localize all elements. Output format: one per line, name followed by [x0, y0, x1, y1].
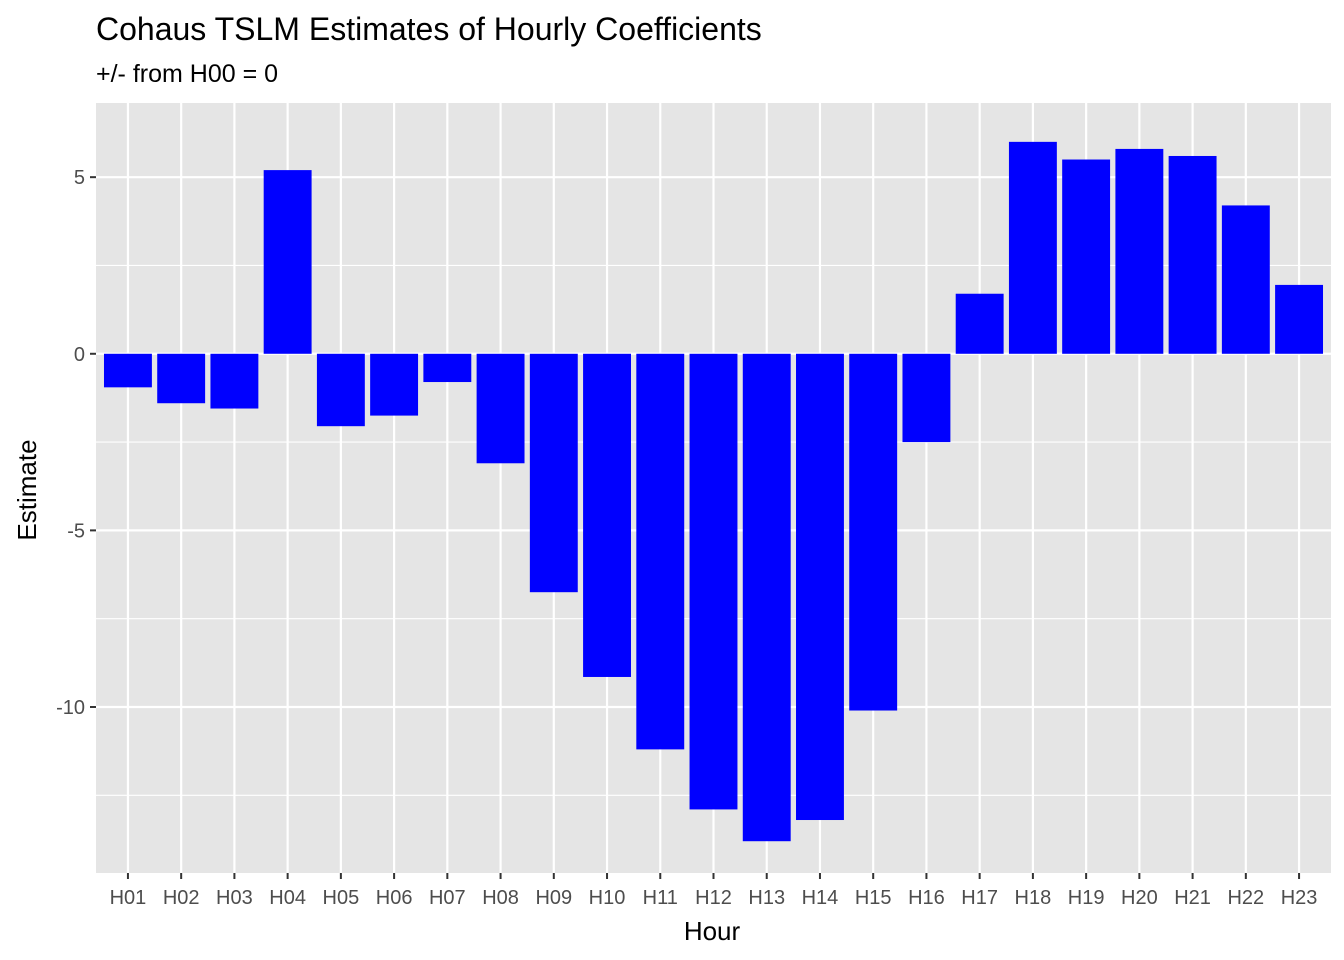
y-axis-title: Estimate: [12, 439, 42, 540]
x-tick-label: H19: [1068, 887, 1105, 909]
y-tick-label: -5: [67, 520, 85, 542]
x-tick-label: H21: [1174, 887, 1211, 909]
bar-h05: [316, 353, 365, 427]
bar-h20: [1115, 148, 1164, 354]
chart-title: Cohaus TSLM Estimates of Hourly Coeffici…: [96, 11, 762, 47]
bar-h22: [1221, 205, 1270, 354]
x-tick-label: H17: [961, 887, 998, 909]
y-axis: 5 0 -5 -10: [56, 167, 96, 719]
x-tick-label: H14: [802, 887, 839, 909]
y-tick-label: 0: [74, 344, 85, 366]
bar-h19: [1062, 159, 1111, 354]
x-tick-label: H22: [1227, 887, 1264, 909]
x-tick-label: H11: [643, 887, 678, 909]
x-tick-label: H04: [269, 887, 306, 909]
bar-h07: [423, 353, 472, 383]
bar-h04: [263, 170, 312, 354]
x-axis-title: Hour: [684, 916, 741, 946]
y-tick-label: -10: [56, 697, 85, 719]
x-tick-label: H05: [323, 887, 360, 909]
x-tick-label: H18: [1015, 887, 1052, 909]
bar-h15: [849, 353, 898, 711]
bar-h12: [689, 353, 738, 810]
x-tick-label: H09: [535, 887, 572, 909]
x-tick-label: H02: [163, 887, 200, 909]
x-tick-label: H06: [376, 887, 413, 909]
bar-h06: [370, 353, 419, 416]
x-tick-label: H15: [855, 887, 892, 909]
x-tick-label: H07: [429, 887, 466, 909]
bar-h11: [636, 353, 685, 750]
x-tick-label: H12: [695, 887, 732, 909]
bar-h17: [955, 293, 1004, 354]
bar-h21: [1168, 155, 1217, 354]
bar-h03: [210, 353, 259, 409]
x-tick-label: H20: [1121, 887, 1158, 909]
y-tick-label: 5: [74, 167, 85, 189]
chart-subtitle: +/- from H00 = 0: [96, 60, 278, 88]
bar-h01: [103, 353, 152, 388]
bars-group: [103, 141, 1324, 842]
bar-h02: [157, 353, 206, 404]
x-tick-label: H13: [748, 887, 785, 909]
x-tick-label: H01: [110, 887, 147, 909]
bar-h18: [1008, 141, 1057, 354]
bar-h13: [742, 353, 791, 842]
x-tick-label: H03: [216, 887, 253, 909]
x-tick-label: H23: [1281, 887, 1318, 909]
x-axis: H01 H02 H03 H04 H05 H06 H07 H08 H09 H10 H11 H12 H13 H…: [110, 873, 1318, 909]
bar-h14: [796, 353, 844, 821]
bar-h09: [529, 353, 578, 593]
bar-h10: [583, 353, 631, 677]
bar-h16: [902, 353, 951, 443]
bar-h08: [476, 353, 525, 464]
bar-h23: [1275, 284, 1324, 354]
x-tick-label: H08: [482, 887, 519, 909]
x-tick-label: H10: [589, 887, 626, 909]
x-tick-label: H16: [908, 887, 945, 909]
